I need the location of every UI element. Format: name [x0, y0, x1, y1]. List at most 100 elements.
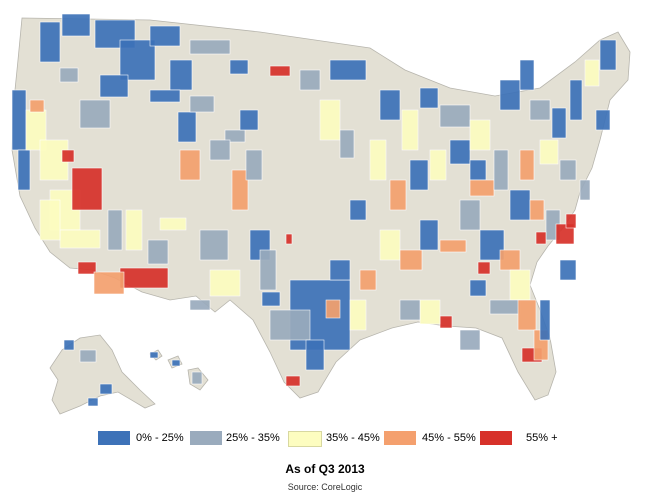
county-region [439, 239, 467, 253]
county-region [93, 271, 125, 295]
legend-label-5: 55% + [526, 432, 558, 444]
legend-label-4: 45% - 55% [422, 432, 476, 444]
county-region [459, 329, 481, 351]
county-region [107, 209, 123, 251]
county-region [579, 179, 591, 201]
county-region [499, 79, 521, 111]
county-region [419, 299, 441, 325]
county-region [261, 291, 281, 307]
county-region [63, 339, 75, 351]
county-region [539, 299, 551, 341]
county-region [177, 111, 197, 143]
map-source: Source: CoreLogic [287, 482, 363, 492]
county-region [399, 249, 423, 271]
county-region [369, 139, 387, 181]
county-region [171, 359, 181, 367]
county-region [39, 21, 61, 63]
legend-swatch-4 [384, 431, 416, 445]
county-region [229, 59, 249, 75]
county-region [469, 159, 487, 181]
county-region [285, 233, 293, 245]
legend-swatch-3 [288, 431, 322, 447]
county-region [595, 109, 611, 131]
county-region [169, 59, 193, 91]
county-region [339, 129, 355, 159]
county-region [79, 349, 97, 363]
county-region [519, 59, 535, 91]
county-region [71, 167, 103, 211]
county-region [59, 67, 79, 83]
county-region [209, 269, 241, 297]
county-region [17, 149, 31, 191]
county-region [449, 139, 471, 165]
county-region [499, 249, 521, 271]
county-region [189, 39, 231, 55]
county-region [493, 149, 509, 191]
county-region [159, 217, 187, 231]
county-region [401, 109, 419, 151]
map-title: As of Q3 2013 [285, 462, 365, 476]
county-region [551, 107, 567, 139]
county-region [269, 65, 291, 77]
legend-label-3: 35% - 45% [326, 432, 380, 444]
county-region [409, 159, 429, 191]
county-region [189, 299, 211, 311]
county-region [565, 213, 577, 229]
county-region [269, 309, 311, 341]
county-region [149, 351, 159, 359]
map-regions [11, 13, 617, 407]
county-region [469, 119, 491, 151]
county-region [149, 89, 181, 103]
county-region [329, 259, 351, 281]
county-region [39, 199, 61, 241]
county-region [419, 87, 439, 109]
county-region [349, 299, 367, 331]
county-region [519, 149, 535, 181]
county-region [429, 149, 447, 181]
county-region [119, 39, 156, 81]
county-region [489, 299, 521, 315]
county-region [569, 79, 583, 121]
county-region [239, 109, 259, 131]
legend-swatch-5 [480, 431, 512, 445]
county-region [179, 149, 201, 181]
county-region [189, 95, 215, 113]
county-region [599, 39, 617, 71]
county-region [529, 99, 551, 121]
county-region [61, 149, 75, 163]
county-region [245, 149, 263, 181]
county-region [509, 189, 531, 221]
county-region [399, 299, 421, 321]
county-region [99, 74, 129, 98]
legend-label-2: 25% - 35% [226, 432, 280, 444]
county-region [509, 269, 531, 301]
county-region [59, 229, 101, 249]
county-region [439, 315, 453, 329]
county-region [359, 269, 377, 291]
map-legend: 0% - 25% 25% - 35% 35% - 45% 45% - 55% 5… [98, 430, 558, 452]
county-region [119, 267, 169, 289]
county-region [305, 339, 325, 371]
county-region [87, 397, 99, 407]
county-region [79, 99, 111, 129]
county-region [149, 25, 181, 47]
county-region [539, 139, 559, 165]
legend-swatch-1 [98, 431, 130, 445]
county-region [419, 219, 439, 251]
county-region [559, 259, 577, 281]
county-region [517, 299, 537, 331]
county-region [191, 371, 203, 385]
county-region [61, 13, 91, 37]
county-region [555, 223, 575, 245]
county-region [439, 104, 471, 128]
county-region [299, 69, 321, 91]
county-region [349, 199, 367, 221]
county-region [559, 159, 577, 181]
us-county-map [11, 13, 631, 415]
alaska [49, 334, 156, 415]
legend-swatch-2 [190, 431, 222, 445]
county-region [459, 199, 481, 231]
county-region [329, 59, 367, 81]
county-region [231, 169, 249, 211]
county-region [11, 89, 27, 151]
